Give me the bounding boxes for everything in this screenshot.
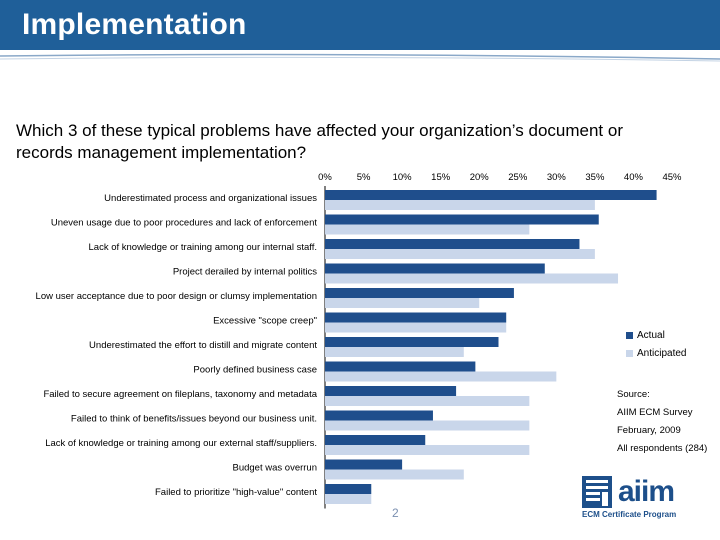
bar-anticipated <box>325 273 619 284</box>
category-label: Excessive "scope creep" <box>213 316 317 327</box>
aiim-logo-icon <box>582 476 612 508</box>
category-label: Poorly defined business case <box>193 365 317 376</box>
chart-legend: Actual Anticipated <box>626 326 686 362</box>
bar-actual <box>325 337 499 347</box>
x-tick-label: 15% <box>431 172 451 183</box>
bar-actual <box>325 361 476 372</box>
bar-actual <box>325 190 657 200</box>
category-label: Failed to prioritize "high-value" conten… <box>155 487 317 498</box>
source-line-2: February, 2009 <box>617 425 681 436</box>
category-label: Underestimated the effort to distill and… <box>89 340 317 351</box>
category-label: Low user acceptance due to poor design o… <box>36 291 317 302</box>
legend-label-anticipated: Anticipated <box>637 347 687 359</box>
x-tick-label: 25% <box>508 172 528 183</box>
x-tick-label: 10% <box>393 172 413 183</box>
bar-anticipated <box>325 494 372 504</box>
bar-anticipated <box>325 298 480 308</box>
bar-anticipated <box>325 445 530 455</box>
category-label: Lack of knowledge or training among our … <box>89 242 318 253</box>
bar-anticipated <box>325 322 507 333</box>
bar-actual <box>325 484 372 494</box>
legend-swatch-anticipated <box>626 349 633 357</box>
bar-anticipated <box>325 371 557 382</box>
survey-question: Which 3 of these typical problems have a… <box>16 121 623 162</box>
bar-anticipated <box>325 469 464 480</box>
bar-anticipated <box>325 420 530 431</box>
legend-label-actual: Actual <box>637 329 665 341</box>
bar-actual <box>325 312 507 323</box>
x-tick-label: 40% <box>624 172 644 183</box>
x-tick-label: 5% <box>357 172 371 183</box>
bar-anticipated <box>325 200 595 210</box>
page-number: 2 <box>392 506 399 520</box>
legend-swatch-actual <box>626 331 633 339</box>
header-bar <box>0 0 720 50</box>
source-line-3: All respondents (284) <box>617 443 708 454</box>
bar-actual <box>325 263 545 274</box>
category-label: Underestimated process and organizationa… <box>104 193 317 204</box>
logo-wordmark: aiim <box>618 475 675 508</box>
x-tick-label: 30% <box>547 172 567 183</box>
bar-actual <box>325 410 433 421</box>
bar-actual <box>325 214 599 225</box>
bar-actual <box>325 459 403 470</box>
header-rule <box>0 53 720 62</box>
bar-actual <box>325 435 426 445</box>
category-label: Failed to think of benefits/issues beyon… <box>71 414 317 425</box>
bar-anticipated <box>325 396 530 406</box>
aiim-logo: aiim ECM Certificate Program <box>582 476 686 522</box>
bar-actual <box>325 288 514 298</box>
x-tick-label: 0% <box>318 172 332 183</box>
source-note: Source: AIIM ECM Survey February, 2009 A… <box>617 386 707 458</box>
category-label: Lack of knowledge or training among our … <box>45 438 317 449</box>
bar-anticipated <box>325 347 464 357</box>
category-label: Uneven usage due to poor procedures and … <box>51 218 318 229</box>
logo-tagline: ECM Certificate Program <box>582 510 677 519</box>
source-label: Source: <box>617 389 650 400</box>
bar-anticipated <box>325 249 595 259</box>
bar-chart: 0% 5% 10% 15% 20% 25% 30% 35% 40% 45% Underestimat… <box>36 172 682 509</box>
bar-anticipated <box>325 224 530 235</box>
category-label: Budget was overrun <box>233 463 318 474</box>
source-line-1: AIIM ECM Survey <box>617 407 693 418</box>
x-tick-label: 20% <box>470 172 490 183</box>
legend-item-actual: Actual <box>626 326 686 344</box>
legend-item-anticipated: Anticipated <box>626 344 686 362</box>
bar-actual <box>325 239 580 249</box>
bar-actual <box>325 386 457 396</box>
category-label: Failed to secure agreement on fileplans,… <box>43 389 317 400</box>
page-title: Implementation <box>22 8 247 41</box>
category-label: Project derailed by internal politics <box>173 267 317 278</box>
x-tick-label: 35% <box>585 172 605 183</box>
x-tick-label: 45% <box>662 172 682 183</box>
